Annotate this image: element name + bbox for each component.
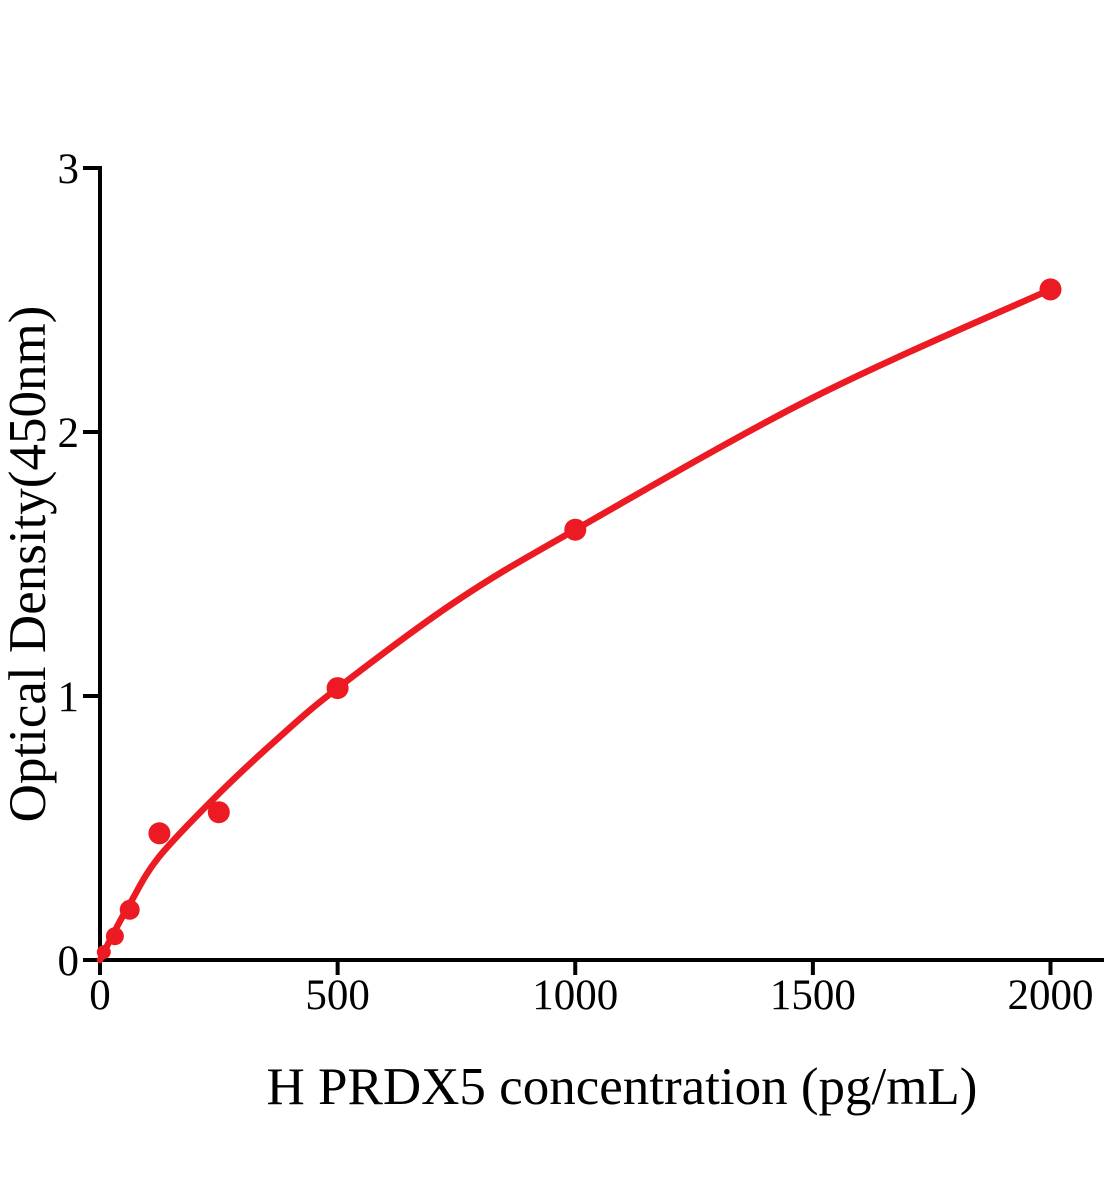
x-ticks: 0 500 1000 1500 2000	[89, 960, 1094, 1019]
data-point	[119, 899, 140, 920]
y-tick-label: 1	[58, 674, 80, 721]
data-point	[207, 801, 230, 824]
fit-curve-line	[96, 286, 1054, 964]
y-ticks: 0 1 2 3	[58, 146, 100, 985]
x-tick-label: 1000	[532, 972, 618, 1019]
y-axis-title: Optical Density(450nm)	[0, 306, 57, 823]
y-tick-label: 2	[58, 410, 80, 457]
x-tick-label: 2000	[1008, 972, 1094, 1019]
data-points	[96, 278, 1062, 960]
data-point	[326, 677, 349, 700]
y-tick-label: 3	[58, 146, 80, 193]
data-point	[564, 518, 587, 541]
data-point	[1039, 278, 1062, 301]
y-tick-label: 0	[58, 938, 80, 985]
data-point	[96, 945, 111, 960]
x-tick-label: 1500	[770, 972, 856, 1019]
x-tick-label: 0	[89, 972, 111, 1019]
data-point	[148, 822, 171, 845]
x-axis-title: H PRDX5 concentration (pg/mL)	[267, 1058, 978, 1116]
x-tick-label: 500	[305, 972, 370, 1019]
data-point	[105, 927, 124, 946]
